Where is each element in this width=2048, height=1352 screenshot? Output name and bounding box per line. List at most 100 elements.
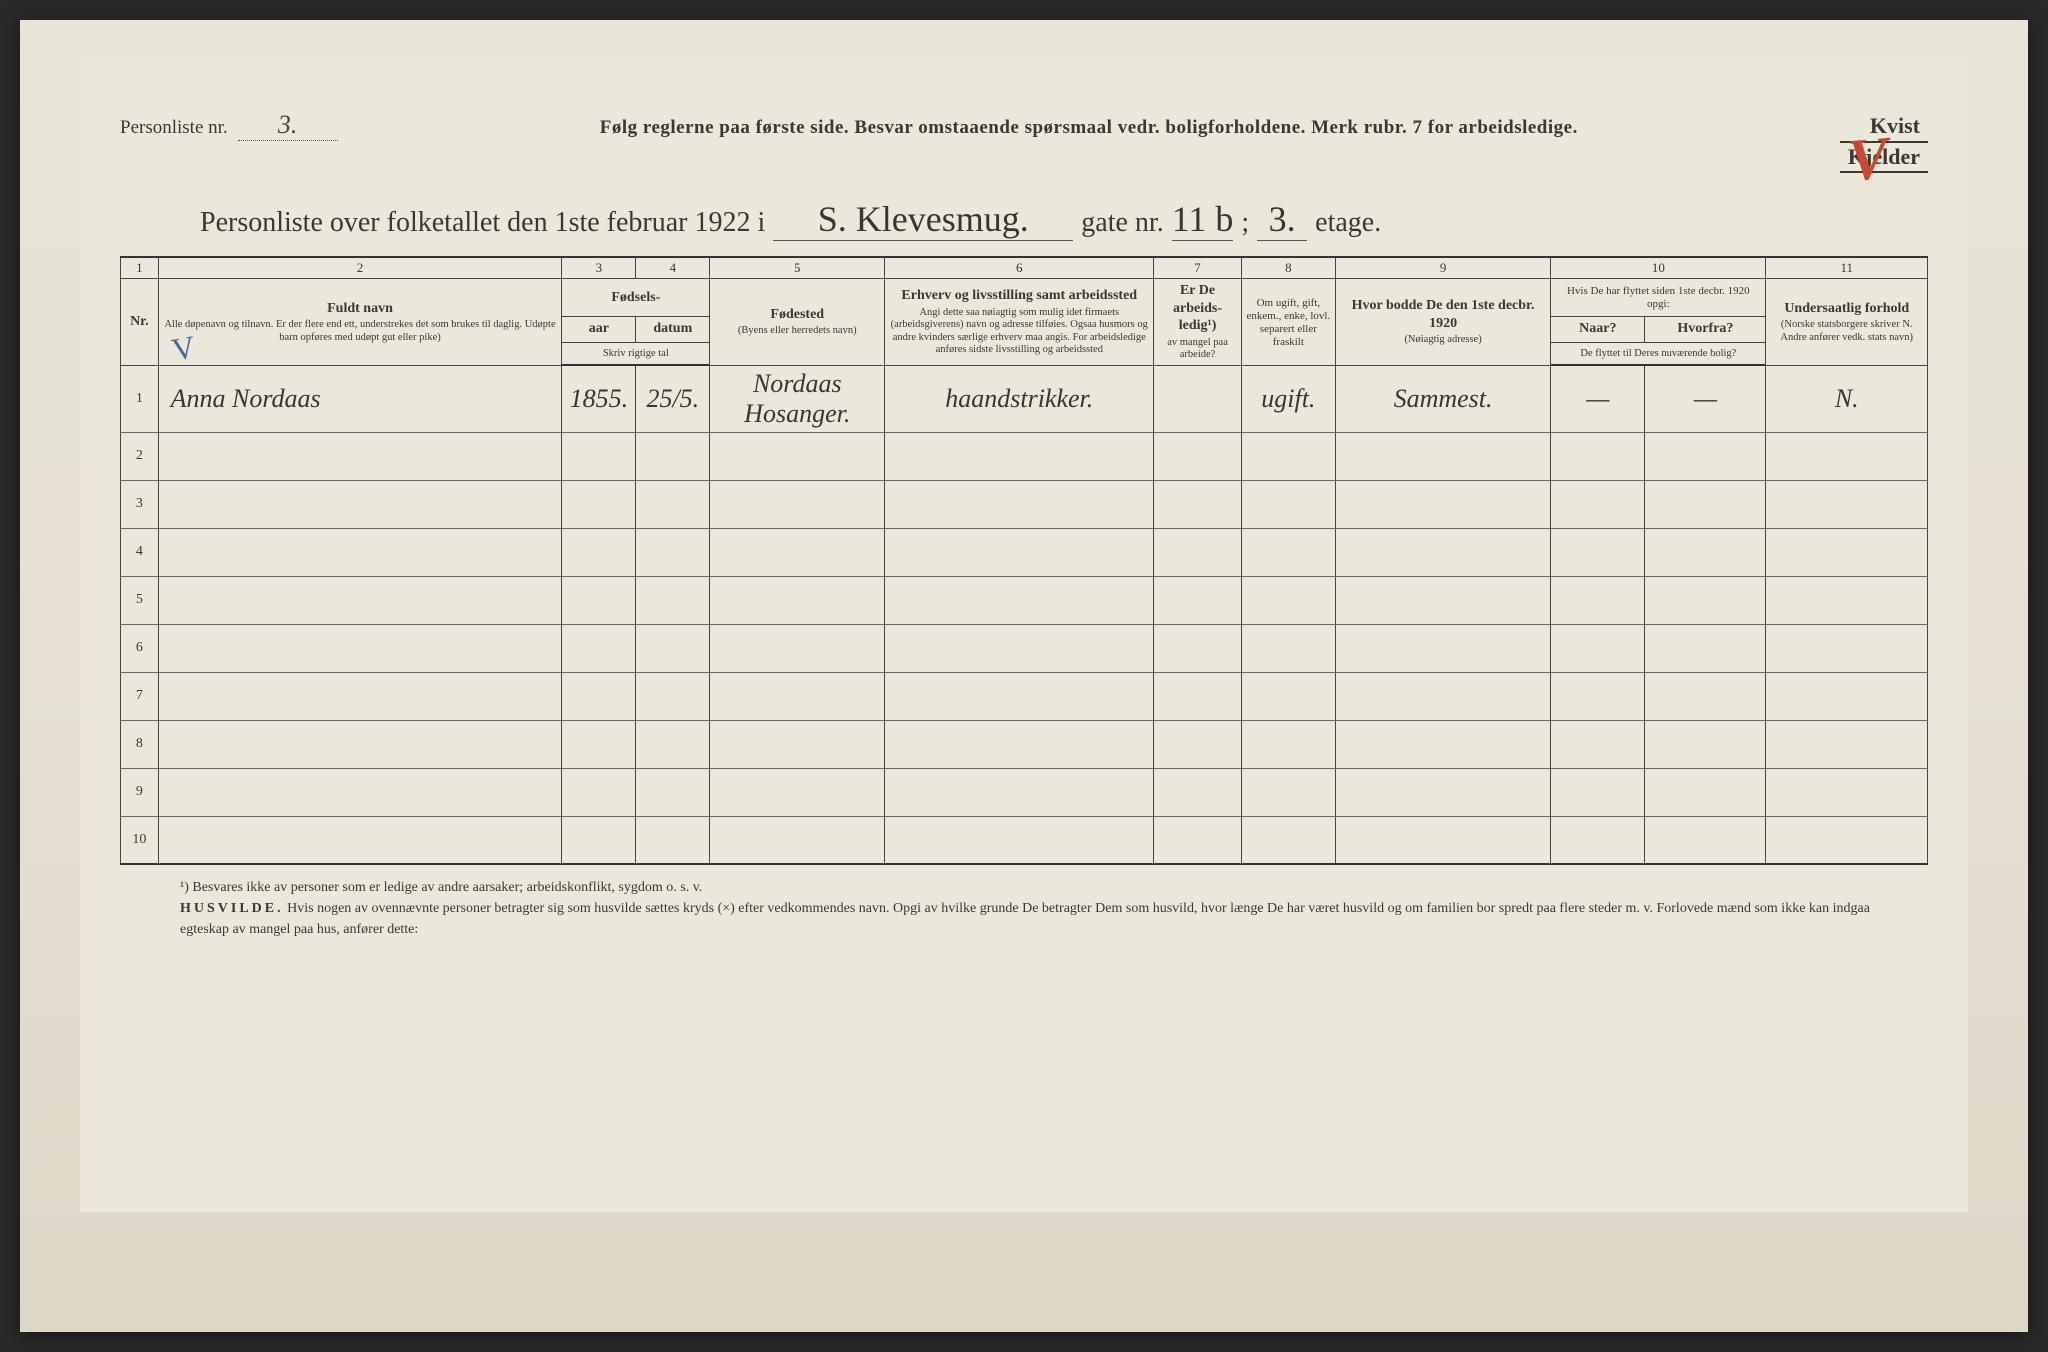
col-aar: aar xyxy=(562,316,636,342)
colnum-6: 6 xyxy=(885,257,1154,279)
cell-under xyxy=(1766,624,1928,672)
handwritten-value: Nordaas Hosanger. xyxy=(744,369,850,428)
colnum-7: 7 xyxy=(1154,257,1241,279)
cell-hvorfra xyxy=(1645,720,1766,768)
table-body: 1Anna Nordaas1855. 25/5. Nordaas Hosanger.… xyxy=(121,365,1928,864)
cell-hvorfra xyxy=(1645,528,1766,576)
personliste-nr: Personliste nr. 3. xyxy=(120,110,338,141)
cell-name: Anna Nordaas xyxy=(158,365,562,432)
cell-bodde xyxy=(1335,720,1550,768)
cell-name xyxy=(158,768,562,816)
cell-name xyxy=(158,480,562,528)
cell-datum: 25/5. xyxy=(636,365,710,432)
col-name-sub: Alle døpenavn og tilnavn. Er der flere e… xyxy=(163,319,558,344)
gate-label: gate nr. xyxy=(1081,207,1163,239)
col-flyttet: Hvis De har flyttet siden 1ste decbr. 19… xyxy=(1551,279,1766,316)
cell-ledig xyxy=(1154,720,1241,768)
cell-rownum: 10 xyxy=(121,816,159,864)
cell-ledig xyxy=(1154,432,1241,480)
cell-datum xyxy=(636,624,710,672)
cell-aar xyxy=(562,768,636,816)
cell-ugift xyxy=(1241,720,1335,768)
col-fodested-head: Fødested xyxy=(770,307,824,322)
cell-datum xyxy=(636,528,710,576)
colnum-5: 5 xyxy=(710,257,885,279)
table-row: 1Anna Nordaas1855. 25/5. Nordaas Hosanger.… xyxy=(121,365,1928,432)
cell-ledig xyxy=(1154,672,1241,720)
col-fodested: Fødested (Byens eller herredets navn) xyxy=(710,279,885,366)
personliste-value: 3. xyxy=(278,110,298,139)
cell-fodested xyxy=(710,528,885,576)
cell-rownum: 3 xyxy=(121,480,159,528)
cell-rownum: 9 xyxy=(121,768,159,816)
cell-rownum: 5 xyxy=(121,576,159,624)
cell-naar: — xyxy=(1551,365,1645,432)
cell-datum xyxy=(636,432,710,480)
cell-under xyxy=(1766,528,1928,576)
col-erhverv: Erhverv og livsstilling samt arbeidssted… xyxy=(885,279,1154,366)
cell-datum xyxy=(636,576,710,624)
col-skriv: Skriv rigtige tal xyxy=(562,342,710,365)
cell-bodde xyxy=(1335,576,1550,624)
cell-erhverv xyxy=(885,624,1154,672)
cell-aar xyxy=(562,528,636,576)
title-row: Personliste over folketallet den 1ste fe… xyxy=(80,183,1968,246)
cell-name xyxy=(158,672,562,720)
cell-ledig xyxy=(1154,768,1241,816)
cell-naar xyxy=(1551,432,1645,480)
handwritten-value: — xyxy=(1694,384,1717,413)
cell-under xyxy=(1766,816,1928,864)
col-fodsels: Fødsels- xyxy=(562,279,710,316)
cell-fodested xyxy=(710,576,885,624)
col-under: Undersaatlig forhold (Norske statsborger… xyxy=(1766,279,1928,366)
handwritten-value: Sammest. xyxy=(1394,384,1493,413)
cell-aar: 1855. xyxy=(562,365,636,432)
cell-name xyxy=(158,720,562,768)
cell-ugift xyxy=(1241,816,1335,864)
col-nr: Nr. xyxy=(121,279,159,366)
cell-erhverv: haandstrikker. xyxy=(885,365,1154,432)
colnum-11: 11 xyxy=(1766,257,1928,279)
table-row: 9 xyxy=(121,768,1928,816)
cell-naar xyxy=(1551,768,1645,816)
cell-datum xyxy=(636,816,710,864)
table-row: 6 xyxy=(121,624,1928,672)
col-bodde-head: Hvor bodde De den 1ste decbr. 1920 xyxy=(1352,298,1535,331)
cell-naar xyxy=(1551,816,1645,864)
colnum-4: 4 xyxy=(636,257,710,279)
cell-aar xyxy=(562,672,636,720)
cell-erhverv xyxy=(885,768,1154,816)
cell-datum xyxy=(636,672,710,720)
col-name: Fuldt navn Alle døpenavn og tilnavn. Er … xyxy=(158,279,562,366)
cell-naar xyxy=(1551,720,1645,768)
cell-naar xyxy=(1551,624,1645,672)
col-bodde: Hvor bodde De den 1ste decbr. 1920 (Nøia… xyxy=(1335,279,1550,366)
cell-bodde xyxy=(1335,672,1550,720)
cell-rownum: 2 xyxy=(121,432,159,480)
cell-rownum: 6 xyxy=(121,624,159,672)
table-header: 1 2 3 4 5 6 7 8 9 10 11 Nr. Fuldt navn xyxy=(121,257,1928,365)
col-under-head: Undersaatlig forhold xyxy=(1784,301,1909,316)
table-row: 5 xyxy=(121,576,1928,624)
col-flyttet-text: Hvis De har flyttet siden 1ste decbr. 19… xyxy=(1555,285,1761,311)
cell-hvorfra xyxy=(1645,816,1766,864)
cell-ledig xyxy=(1154,624,1241,672)
col-ledig-head: Er De arbeids-ledig¹) xyxy=(1173,283,1222,333)
cell-ugift xyxy=(1241,624,1335,672)
gate-value: 11 b xyxy=(1172,199,1234,239)
cell-ledig xyxy=(1154,816,1241,864)
cell-fodested xyxy=(710,624,885,672)
cell-bodde: Sammest. xyxy=(1335,365,1550,432)
census-table: 1 2 3 4 5 6 7 8 9 10 11 Nr. Fuldt navn xyxy=(120,256,1928,865)
handwritten-value: 25/5. xyxy=(646,384,699,413)
col-under-sub: (Norske statsborgere skriver N. Andre an… xyxy=(1770,319,1923,344)
cell-datum xyxy=(636,768,710,816)
cell-under xyxy=(1766,576,1928,624)
cell-rownum: 1 xyxy=(121,365,159,432)
cell-erhverv xyxy=(885,720,1154,768)
header-instructions: Følg reglerne paa første side. Besvar om… xyxy=(338,117,1840,139)
red-checkmark: V xyxy=(1845,123,1891,195)
sep: ; xyxy=(1241,207,1249,239)
table-row: 8 xyxy=(121,720,1928,768)
cell-aar xyxy=(562,816,636,864)
